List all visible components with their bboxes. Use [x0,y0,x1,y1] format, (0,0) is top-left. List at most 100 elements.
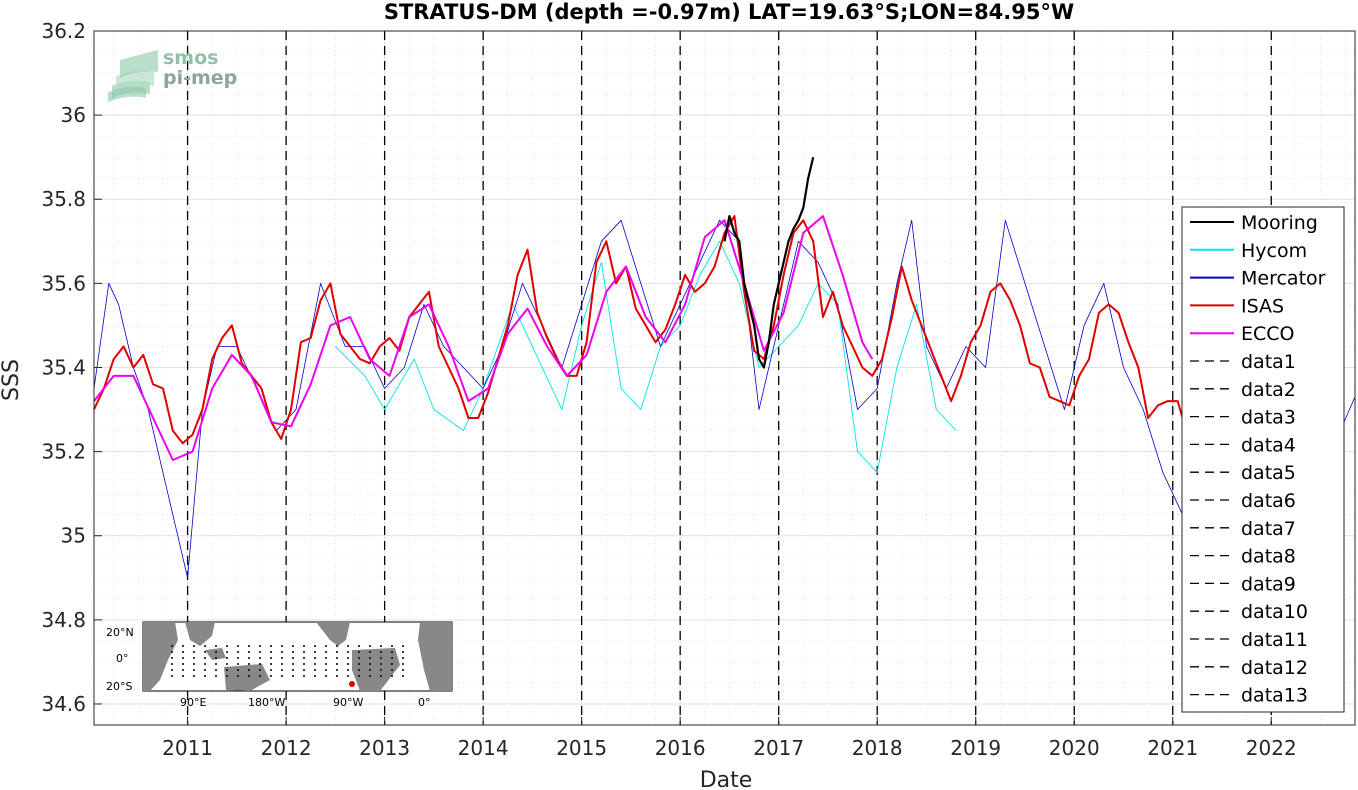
inset-dot [380,645,382,647]
inset-dot [182,675,184,677]
inset-dot [248,663,250,665]
inset-dot [259,669,261,671]
inset-dot [391,675,393,677]
legend-label: data6 [1241,490,1296,512]
legend-box [1181,206,1345,713]
inset-dot [402,663,404,665]
inset-dot [347,669,349,671]
inset-dot [182,645,184,647]
inset-land-asia [185,622,215,646]
inset-lat-label: 0° [116,652,129,665]
inset-dot [314,657,316,659]
inset-dot [193,651,195,653]
inset-dot [259,675,261,677]
smos-pimep-logo: smos pi-mep [108,47,237,102]
inset-dot [391,651,393,653]
inset-dot [292,669,294,671]
inset-dot [204,645,206,647]
inset-dot [270,663,272,665]
inset-lon-label: 90°E [180,696,206,709]
inset-dot [226,663,228,665]
series-line-ecco [93,215,874,461]
inset-dot [226,645,228,647]
inset-dot [369,657,371,659]
inset-lon-label: 0° [418,696,431,709]
legend-label: data3 [1241,407,1296,429]
inset-dot [259,657,261,659]
legend-label: ISAS [1241,295,1284,317]
inset-land-south-america [352,648,400,691]
inset-dot [358,675,360,677]
inset-dot [336,663,338,665]
x-tick-label: 2020 [1049,736,1100,760]
inset-dot [336,651,338,653]
inset-dot [358,663,360,665]
inset-lon-label: 90°W [333,696,363,709]
inset-dot [248,657,250,659]
legend-label: Mercator [1241,268,1326,290]
chart-title: STRATUS-DM (depth =-0.97m) LAT=19.63°S;L… [384,0,1074,24]
inset-dot [303,675,305,677]
legend-label: data4 [1241,434,1296,456]
y-axis: 34.6 34.8 35 35.2 35.4 35.6 35.8 36 36.2 [41,19,102,716]
x-axis-label: Date [700,768,753,790]
inset-dot [215,663,217,665]
inset-dot [182,657,184,659]
x-tick-label: 2011 [162,736,213,760]
inset-dot [171,663,173,665]
inset-dot [303,657,305,659]
x-tick-label: 2016 [655,736,706,760]
inset-dot [215,645,217,647]
inset-dot [215,651,217,653]
inset-mooring-markers [171,645,404,677]
inset-dot [204,657,206,659]
series-lines [93,156,1356,579]
inset-land-africa [143,622,178,691]
inset-dot [391,663,393,665]
inset-dot [237,675,239,677]
inset-dot [193,669,195,671]
x-tick-label: 2014 [458,736,509,760]
inset-dot [303,645,305,647]
inset-dot [314,675,316,677]
inset-dot [380,657,382,659]
inset-dot [226,657,228,659]
inset-dot [314,651,316,653]
inset-dot [171,657,173,659]
inset-dot [204,675,206,677]
inset-dot [281,645,283,647]
inset-dot [281,675,283,677]
x-tick-label: 2021 [1147,736,1198,760]
logo-text-smos: smos [163,47,218,69]
legend-label: Hycom [1241,240,1307,262]
inset-dot [281,657,283,659]
inset-dot [292,651,294,653]
inset-dot [358,645,360,647]
inset-land-australia [224,664,270,691]
inset-dot [193,663,195,665]
inset-dot [325,663,327,665]
inset-dot [248,675,250,677]
x-axis: 2011 2012 2013 2014 2015 2016 2017 2018 2019 2020… [162,717,1297,760]
inset-dot [270,669,272,671]
inset-dot [248,669,250,671]
inset-dot [402,651,404,653]
legend-label: ECCO [1241,323,1295,345]
x-tick-label: 2019 [950,736,1001,760]
inset-dot [171,675,173,677]
inset-dot [237,645,239,647]
inset-dot [270,651,272,653]
x-tick-label: 2018 [852,736,903,760]
inset-dot [171,645,173,647]
inset-dot [248,645,250,647]
inset-dot [171,651,173,653]
inset-dot [402,657,404,659]
legend-label: data11 [1241,629,1308,651]
inset-dot [237,657,239,659]
y-tick-label: 35 [61,524,86,548]
inset-lon-label: 180°W [248,696,285,709]
inset-dot [259,645,261,647]
inset-dot [270,675,272,677]
legend-label: data10 [1241,601,1308,623]
